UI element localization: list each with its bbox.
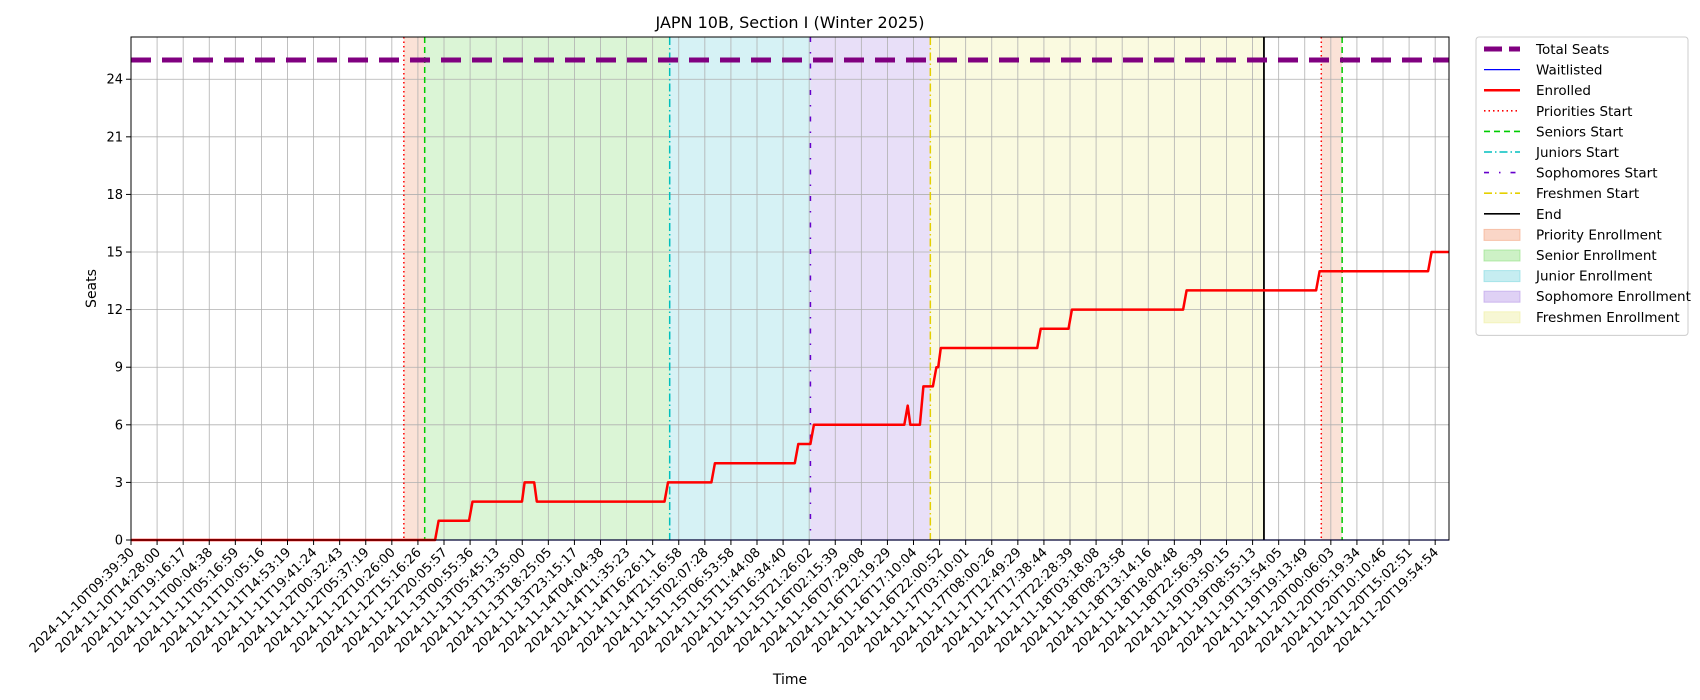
legend-label-freshmen-start: Freshmen Start bbox=[1536, 186, 1639, 202]
y-tick-label: 18 bbox=[106, 188, 123, 203]
legend-label-freshmen-enrollment: Freshmen Enrollment bbox=[1536, 310, 1680, 326]
grid-lines bbox=[130, 37, 1449, 541]
legend-label-junior-enrollment: Junior Enrollment bbox=[1535, 269, 1652, 285]
legend-swatch-senior-enrollment bbox=[1483, 249, 1521, 262]
freshmen-enrollment-span bbox=[930, 37, 1264, 540]
y-tick-label: 21 bbox=[106, 130, 123, 145]
y-tick-label: 15 bbox=[106, 246, 123, 261]
chart-title: JAPN 10B, Section I (Winter 2025) bbox=[655, 13, 925, 32]
legend-label-enrolled: Enrolled bbox=[1536, 83, 1591, 99]
senior-enrollment-span bbox=[424, 37, 670, 540]
y-axis-ticks: 0 3 6 9 12 15 18 21 24 bbox=[106, 73, 131, 549]
legend-label-senior-enrollment: Senior Enrollment bbox=[1536, 248, 1657, 264]
y-tick-label: 9 bbox=[115, 361, 123, 376]
legend-swatch-priority-enrollment bbox=[1483, 228, 1521, 241]
period-start-markers bbox=[403, 37, 1343, 540]
legend-label-end: End bbox=[1536, 207, 1562, 223]
y-tick-label: 6 bbox=[115, 418, 123, 433]
junior-enrollment-span bbox=[669, 37, 811, 540]
y-tick-label: 24 bbox=[106, 73, 123, 88]
x-axis-title: Time bbox=[772, 672, 807, 688]
y-tick-label: 3 bbox=[115, 476, 123, 491]
legend-label-sophomores-start: Sophomores Start bbox=[1536, 166, 1658, 182]
legend-label-waitlisted: Waitlisted bbox=[1536, 63, 1603, 79]
y-tick-label: 0 bbox=[115, 534, 123, 549]
y-axis-title: Seats bbox=[84, 269, 100, 308]
legend-label-priority-enrollment: Priority Enrollment bbox=[1536, 227, 1662, 243]
legend-label-sophomore-enrollment: Sophomore Enrollment bbox=[1536, 289, 1691, 305]
legend-swatch-junior-enrollment bbox=[1483, 270, 1521, 283]
priority-enrollment-span bbox=[403, 37, 425, 540]
legend-label-juniors-start: Juniors Start bbox=[1535, 145, 1619, 161]
legend: Total Seats Waitlisted Enrolled Priorities … bbox=[1475, 36, 1691, 336]
legend-swatch-freshmen-enrollment bbox=[1483, 311, 1521, 324]
x-axis-ticks: 2024-11-10T09:39:302024-11-10T14:28:0020… bbox=[27, 540, 1442, 656]
plot-frame bbox=[130, 36, 1450, 541]
legend-box bbox=[1475, 36, 1689, 336]
y-tick-label: 12 bbox=[106, 303, 123, 318]
legend-swatch-sophomore-enrollment bbox=[1483, 290, 1521, 303]
sophomore-enrollment-span bbox=[810, 37, 931, 540]
priority-enrollment-span bbox=[1321, 37, 1343, 540]
legend-label-total-seats: Total Seats bbox=[1535, 42, 1609, 58]
enrolled-line bbox=[131, 250, 1449, 542]
legend-label-priorities-start: Priorities Start bbox=[1536, 104, 1632, 120]
enrollment-period-spans bbox=[403, 37, 1343, 540]
legend-label-seniors-start: Seniors Start bbox=[1536, 124, 1623, 140]
